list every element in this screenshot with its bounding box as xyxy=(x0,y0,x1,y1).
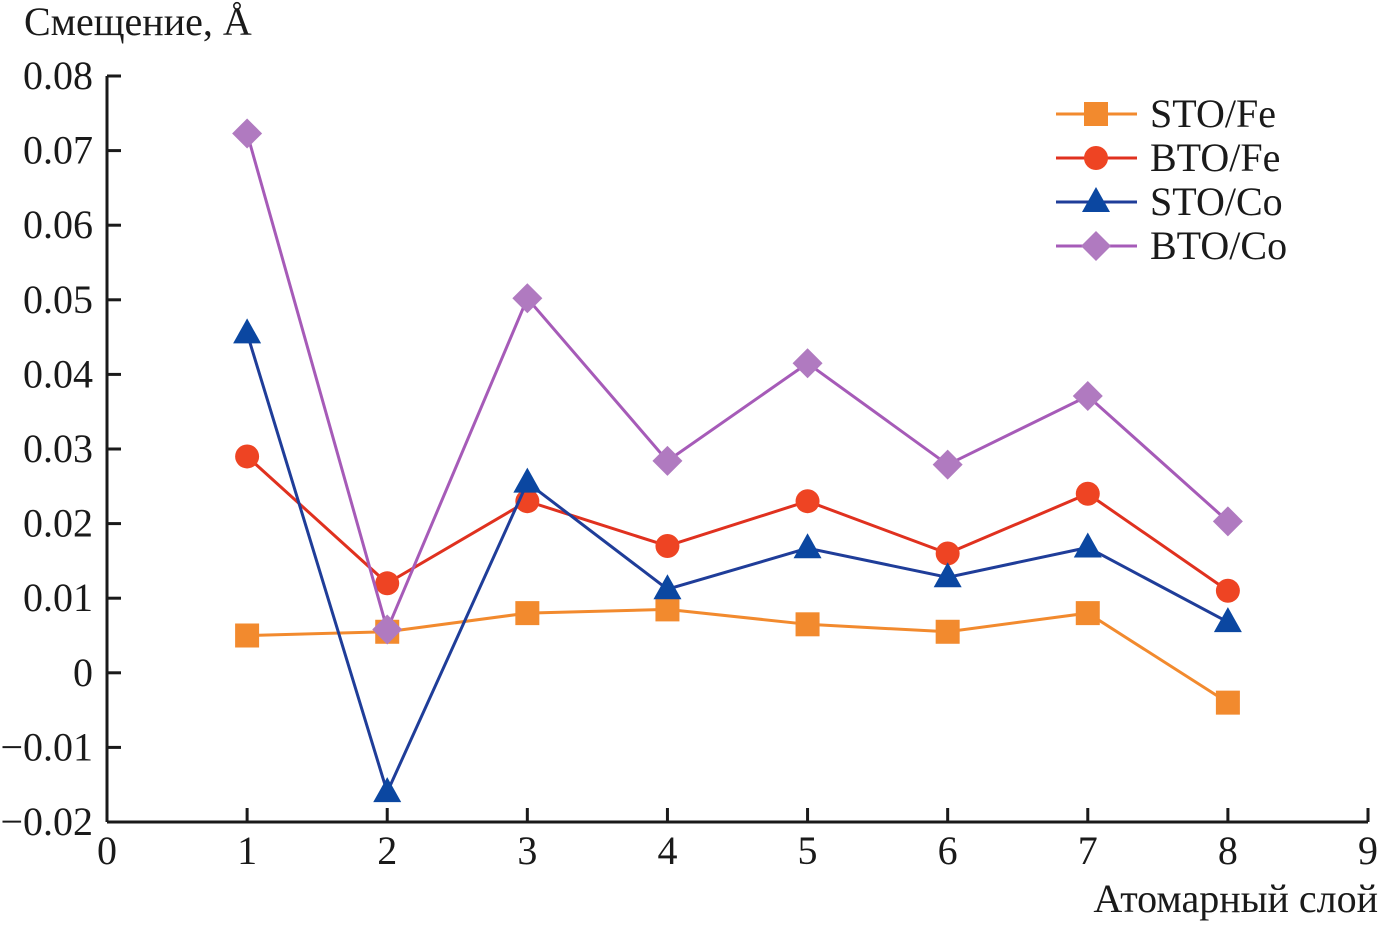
legend-marker-bto-fe xyxy=(1084,146,1108,170)
x-tick-label: 8 xyxy=(1218,828,1238,873)
data-point-bto-fe xyxy=(1215,578,1240,603)
y-tick-label: −0.02 xyxy=(0,799,93,844)
legend-item-sto-fe: STO/Fe xyxy=(1056,91,1276,136)
legend-label-bto-fe: BTO/Fe xyxy=(1150,135,1280,180)
data-point-sto-fe xyxy=(235,623,260,648)
data-point-sto-fe xyxy=(515,601,540,626)
y-tick-label: 0.03 xyxy=(23,426,93,471)
data-point-sto-co xyxy=(1073,532,1102,558)
x-tick-label: 2 xyxy=(377,828,397,873)
data-point-bto-co xyxy=(372,614,403,645)
y-tick-label: −0.01 xyxy=(0,724,93,769)
legend-label-bto-co: BTO/Co xyxy=(1150,223,1287,268)
data-point-sto-co xyxy=(793,533,822,559)
data-point-bto-fe xyxy=(655,533,680,558)
data-point-bto-fe xyxy=(235,444,260,469)
series-bto-fe xyxy=(235,444,1240,603)
data-point-bto-fe xyxy=(795,489,820,514)
data-point-bto-co xyxy=(932,449,963,480)
x-tick-label: 0 xyxy=(97,828,117,873)
legend-label-sto-fe: STO/Fe xyxy=(1150,91,1276,136)
data-point-bto-fe xyxy=(1075,481,1100,506)
data-point-bto-fe xyxy=(935,541,960,566)
series-line-sto-co xyxy=(245,332,1229,797)
data-point-sto-fe xyxy=(795,612,820,637)
x-axis-title: Атомарный слой xyxy=(1093,876,1378,921)
y-tick-label: 0.08 xyxy=(23,53,93,98)
data-point-sto-fe xyxy=(1075,601,1100,626)
data-point-bto-fe xyxy=(375,571,400,596)
x-tick-label: 9 xyxy=(1358,828,1378,873)
axes: −0.02 −0.01 0 0.01 0.02 0.03 0.04 0.05 0.06 0.07 0… xyxy=(0,53,1378,873)
series-line-bto-co xyxy=(245,133,1229,635)
series-layer xyxy=(232,118,1243,803)
data-point-bto-co xyxy=(1212,506,1243,537)
data-point-sto-co xyxy=(653,574,682,600)
y-tick-label: 0.06 xyxy=(23,202,93,247)
y-tick-label: 0.01 xyxy=(23,575,93,620)
data-point-sto-fe xyxy=(655,597,680,622)
data-point-sto-co xyxy=(513,467,542,493)
y-tick-label: 0.04 xyxy=(23,351,93,396)
y-tick-label: 0.02 xyxy=(23,501,93,546)
legend-marker-sto-fe xyxy=(1084,102,1108,126)
x-tick-label: 7 xyxy=(1078,828,1098,873)
data-point-sto-co xyxy=(233,318,262,344)
legend-marker-bto-co xyxy=(1081,231,1111,261)
data-point-sto-co xyxy=(933,562,962,588)
legend-label-sto-co: STO/Co xyxy=(1150,179,1283,224)
data-point-bto-co xyxy=(232,118,263,149)
x-tick-label: 4 xyxy=(657,828,677,873)
legend-item-bto-co: BTO/Co xyxy=(1056,223,1287,268)
series-sto-fe xyxy=(235,597,1240,715)
legend-item-bto-fe: BTO/Fe xyxy=(1056,135,1280,180)
series-line-bto-fe xyxy=(246,455,1229,592)
data-point-sto-fe xyxy=(1215,690,1240,715)
data-point-bto-co xyxy=(512,283,543,314)
legend-item-sto-co: STO/Co xyxy=(1056,179,1283,224)
y-tick-label: 0.05 xyxy=(23,277,93,322)
series-bto-co xyxy=(232,118,1243,645)
data-point-bto-co xyxy=(792,348,823,379)
y-tick-label: 0 xyxy=(73,650,93,695)
y-tick-label: 0.07 xyxy=(23,128,93,173)
x-tick-label: 6 xyxy=(938,828,958,873)
series-sto-co xyxy=(233,318,1242,803)
x-tick-label: 3 xyxy=(517,828,537,873)
y-axis-title: Смещение, Å xyxy=(24,0,252,44)
x-tick-label: 5 xyxy=(798,828,818,873)
data-point-bto-co xyxy=(652,445,683,476)
x-tick-label: 1 xyxy=(237,828,257,873)
series-line-sto-fe xyxy=(247,607,1229,704)
data-point-sto-fe xyxy=(935,619,960,644)
data-point-sto-co xyxy=(373,777,402,803)
data-point-bto-co xyxy=(1072,381,1103,412)
data-point-sto-co xyxy=(1213,607,1242,633)
legend-marker-sto-co xyxy=(1082,187,1110,212)
